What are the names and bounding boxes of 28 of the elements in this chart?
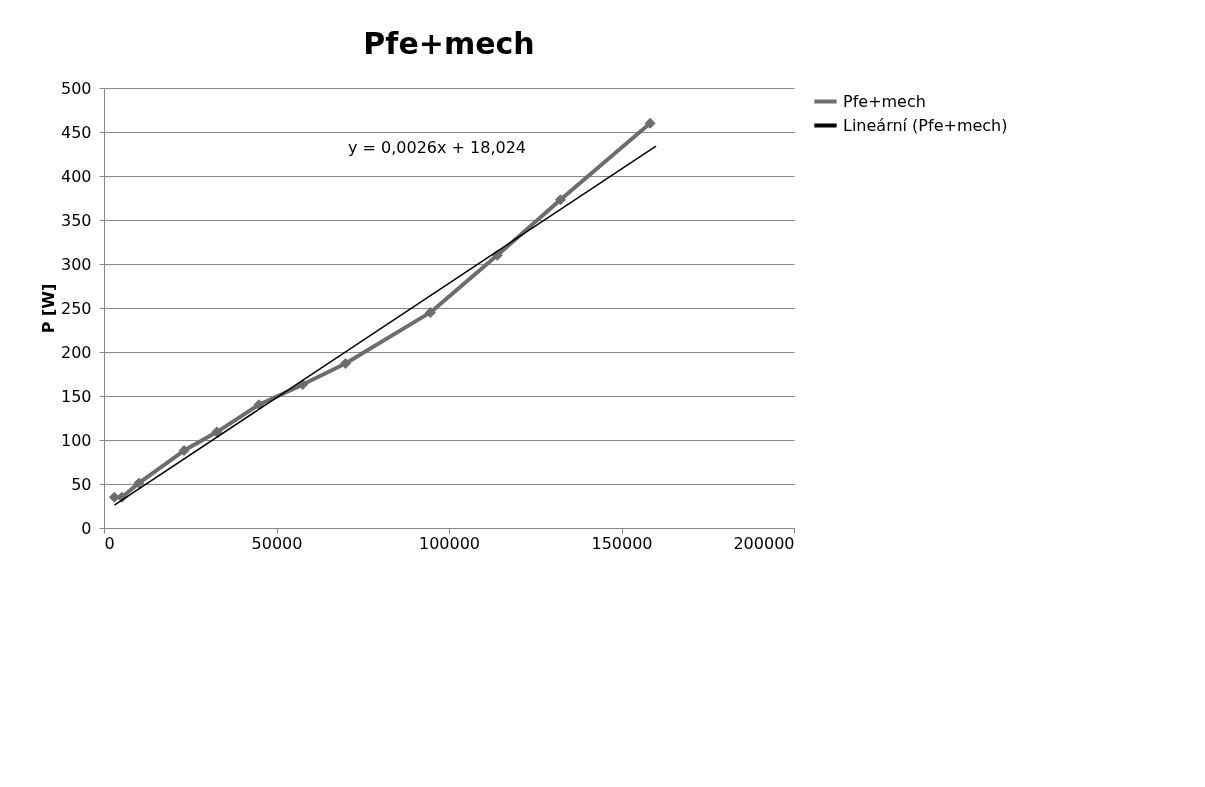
point <box>133 477 145 489</box>
y-tick-label: 200 <box>60 342 92 362</box>
x-tick-label: 100000 <box>418 533 481 553</box>
point <box>424 306 436 318</box>
legend-label: Pfe+mech <box>843 91 926 111</box>
y-tick-label: 0 <box>81 518 92 538</box>
legend-label: Lineární (Pfe+mech) <box>843 115 1008 135</box>
y-tick-label: 450 <box>60 122 92 142</box>
y-tick-label: 50 <box>71 474 92 494</box>
point <box>554 194 566 206</box>
point <box>211 426 223 438</box>
y-tick-label: 250 <box>60 298 92 318</box>
x-tick-label: 50000 <box>251 533 303 553</box>
y-tick-label: 400 <box>60 166 92 186</box>
point <box>340 357 351 369</box>
y-tick-label: 100 <box>60 430 92 450</box>
y-tick-label: 150 <box>60 386 92 406</box>
x-tick-label: 150000 <box>591 533 653 553</box>
chart-title: Pfe+mech <box>363 26 535 61</box>
x-tick-label: 0 <box>104 533 115 553</box>
y-axis-title: P [W] <box>38 283 58 334</box>
point <box>644 117 656 129</box>
y-tick-label: 500 <box>60 78 92 98</box>
y-tick-label: 350 <box>60 210 92 230</box>
point <box>178 445 190 457</box>
annotation: y = 0,0026x + 18,024 <box>347 138 527 157</box>
x-tick-label: 200000 <box>733 533 795 553</box>
y-tick-label: 300 <box>60 254 92 274</box>
